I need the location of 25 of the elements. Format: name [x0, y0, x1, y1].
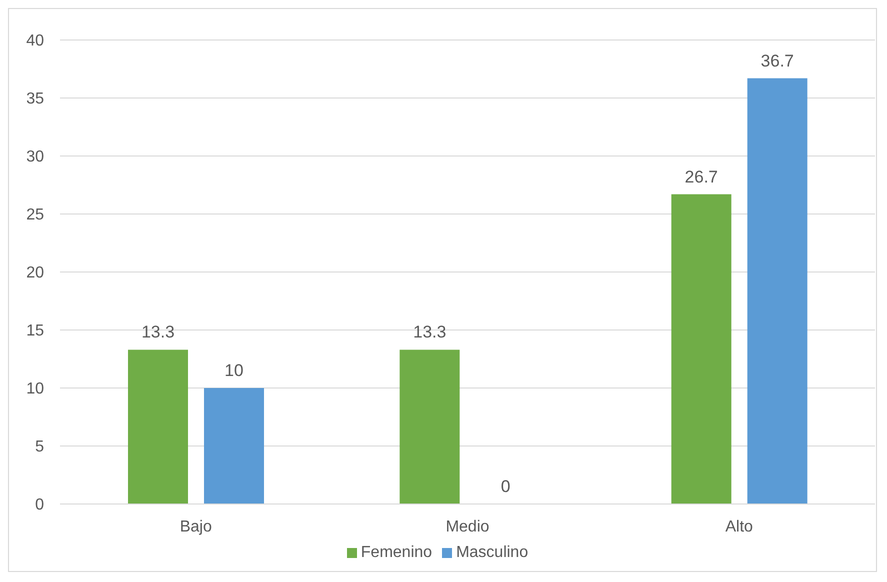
y-tick-label: 5 — [35, 438, 44, 456]
y-tick-label: 0 — [35, 496, 44, 514]
x-tick-label: Bajo — [180, 518, 212, 536]
data-label: 26.7 — [684, 167, 718, 186]
data-label: 13.3 — [141, 322, 175, 342]
y-tick-label: 25 — [26, 206, 44, 224]
data-label: 10 — [224, 361, 244, 380]
y-tick-label: 35 — [26, 90, 44, 108]
bar — [671, 194, 732, 504]
x-tick-label: Medio — [446, 518, 490, 536]
bar — [400, 350, 460, 504]
legend-label: Masculino — [456, 544, 528, 561]
bar — [204, 388, 264, 504]
bar — [747, 78, 808, 504]
x-tick-label: Alto — [725, 518, 754, 536]
bar — [128, 350, 188, 504]
data-label: 36.7 — [760, 51, 794, 70]
y-tick-label: 30 — [26, 148, 44, 166]
y-tick-label: 10 — [26, 380, 44, 398]
data-label: 13.3 — [413, 322, 446, 342]
legend-label: Femenino — [360, 544, 432, 561]
y-tick-label: 20 — [26, 264, 44, 282]
y-tick-label: 15 — [26, 322, 44, 340]
y-tick-label: 40 — [26, 32, 44, 50]
data-label: 0 — [500, 476, 510, 496]
